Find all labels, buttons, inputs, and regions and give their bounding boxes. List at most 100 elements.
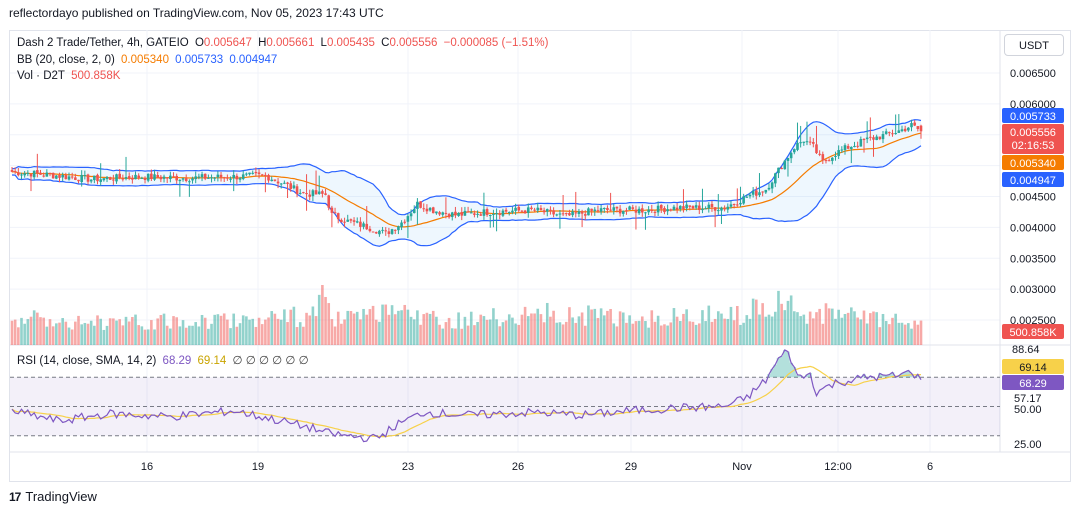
candle-body — [688, 205, 692, 207]
candle-body — [758, 192, 761, 196]
candle-body — [827, 160, 831, 162]
candle-body — [701, 208, 704, 211]
volume-bar — [625, 322, 628, 345]
candle-body — [70, 176, 74, 178]
volume-bar — [181, 320, 185, 345]
candle-body — [495, 213, 498, 215]
chart-frame[interactable] — [9, 30, 1071, 482]
candle-body — [799, 142, 802, 144]
badge-bb-basis-text: 0.005340 — [1010, 158, 1056, 170]
candle-body — [39, 172, 42, 175]
time-tick-label: 19 — [252, 461, 264, 473]
candle-body — [295, 186, 299, 194]
volume-bar — [523, 306, 527, 345]
rsi-tick-label: 50.00 — [1014, 404, 1042, 416]
candle-body — [330, 207, 334, 213]
candle-body — [815, 144, 818, 154]
candle-body — [881, 134, 885, 140]
volume-bar — [511, 317, 514, 345]
candle-body — [710, 203, 714, 208]
volume-bar — [146, 329, 150, 345]
candle-body — [821, 154, 825, 161]
volume-bar — [574, 322, 578, 345]
badge-volume-bg — [1002, 324, 1064, 339]
time-tick-label: 16 — [141, 461, 153, 473]
volume-bar — [428, 313, 432, 345]
volume-bar — [222, 313, 226, 345]
volume-bar — [311, 306, 315, 345]
legend-symbol: Dash 2 Trade/Tether, 4h, GATEIO — [17, 37, 189, 49]
volume-bar — [568, 307, 571, 345]
volume-bar — [213, 314, 217, 345]
volume-bar — [118, 319, 121, 345]
volume-bar — [416, 310, 419, 345]
volume-bar — [165, 325, 169, 345]
bb-upper-line — [11, 119, 922, 216]
vol-label: Vol · D2T — [17, 70, 65, 82]
bb-label: BB (20, close, 2, 0) — [17, 54, 115, 66]
volume-bar — [159, 315, 163, 345]
volume-bar — [127, 321, 131, 345]
candle-body — [837, 150, 840, 156]
candle-body — [162, 176, 166, 179]
candle-body — [374, 232, 378, 234]
candle-body — [134, 174, 137, 180]
footer[interactable]: 17 TradingView — [9, 489, 97, 504]
candle-body — [96, 174, 99, 182]
volume-bar — [431, 310, 435, 345]
candle-body — [663, 208, 666, 213]
volume-bar — [552, 310, 555, 345]
volume-bar — [609, 308, 612, 345]
volume-bar — [330, 319, 334, 345]
volume-bar — [495, 319, 498, 345]
candle-body — [593, 209, 597, 212]
volume-bar — [23, 323, 26, 345]
bb-fill — [12, 119, 921, 247]
volume-bar — [720, 313, 723, 345]
volume-bar — [612, 323, 616, 345]
candle-body — [165, 177, 169, 179]
volume-bar — [378, 321, 381, 345]
candle-body — [558, 213, 562, 215]
candle-body — [669, 209, 673, 211]
volume-bar — [39, 317, 42, 345]
volume-bar — [821, 323, 825, 345]
candle-body — [200, 174, 204, 178]
candle-body — [55, 175, 58, 179]
volume-bar — [83, 322, 87, 345]
legend-l-label: L — [320, 37, 327, 49]
candle-body — [460, 212, 464, 216]
volume-bar — [735, 306, 739, 345]
legend-rsi[interactable]: RSI (14, close, SMA, 14, 2) 68.29 69.14 … — [17, 353, 312, 367]
volume-bar — [131, 317, 134, 345]
candle-body — [577, 211, 581, 214]
candle-body — [869, 136, 872, 138]
volume-bar — [463, 316, 467, 345]
volume-bar — [615, 326, 619, 345]
volume-bar — [916, 324, 920, 345]
legend-bb[interactable]: BB (20, close, 2, 0) 0.005340 0.005733 0… — [17, 54, 280, 66]
candle-body — [824, 160, 828, 162]
currency-selector[interactable]: USDT — [1004, 34, 1064, 56]
volume-bar — [520, 314, 524, 345]
volume-bar — [74, 321, 77, 345]
candle-body — [267, 175, 270, 181]
volume-bar — [447, 317, 451, 345]
volume-bar — [812, 318, 815, 345]
time-tick-label: 29 — [625, 461, 637, 473]
candle-body — [590, 208, 593, 211]
volume-bar — [203, 317, 207, 345]
rsi-tick-label: 25.00 — [1014, 439, 1042, 451]
candle-body — [143, 177, 147, 181]
candle-body — [23, 173, 26, 176]
candle-body — [568, 212, 571, 216]
candle-body — [707, 204, 711, 209]
volume-bar — [438, 324, 441, 345]
candle-body — [878, 136, 882, 140]
candle-body — [853, 145, 856, 148]
candle-body — [476, 213, 479, 215]
candle-body — [602, 207, 606, 209]
legend-volume[interactable]: Vol · D2T 500.858K — [17, 70, 123, 82]
legend-open: 0.005647 — [203, 37, 252, 49]
